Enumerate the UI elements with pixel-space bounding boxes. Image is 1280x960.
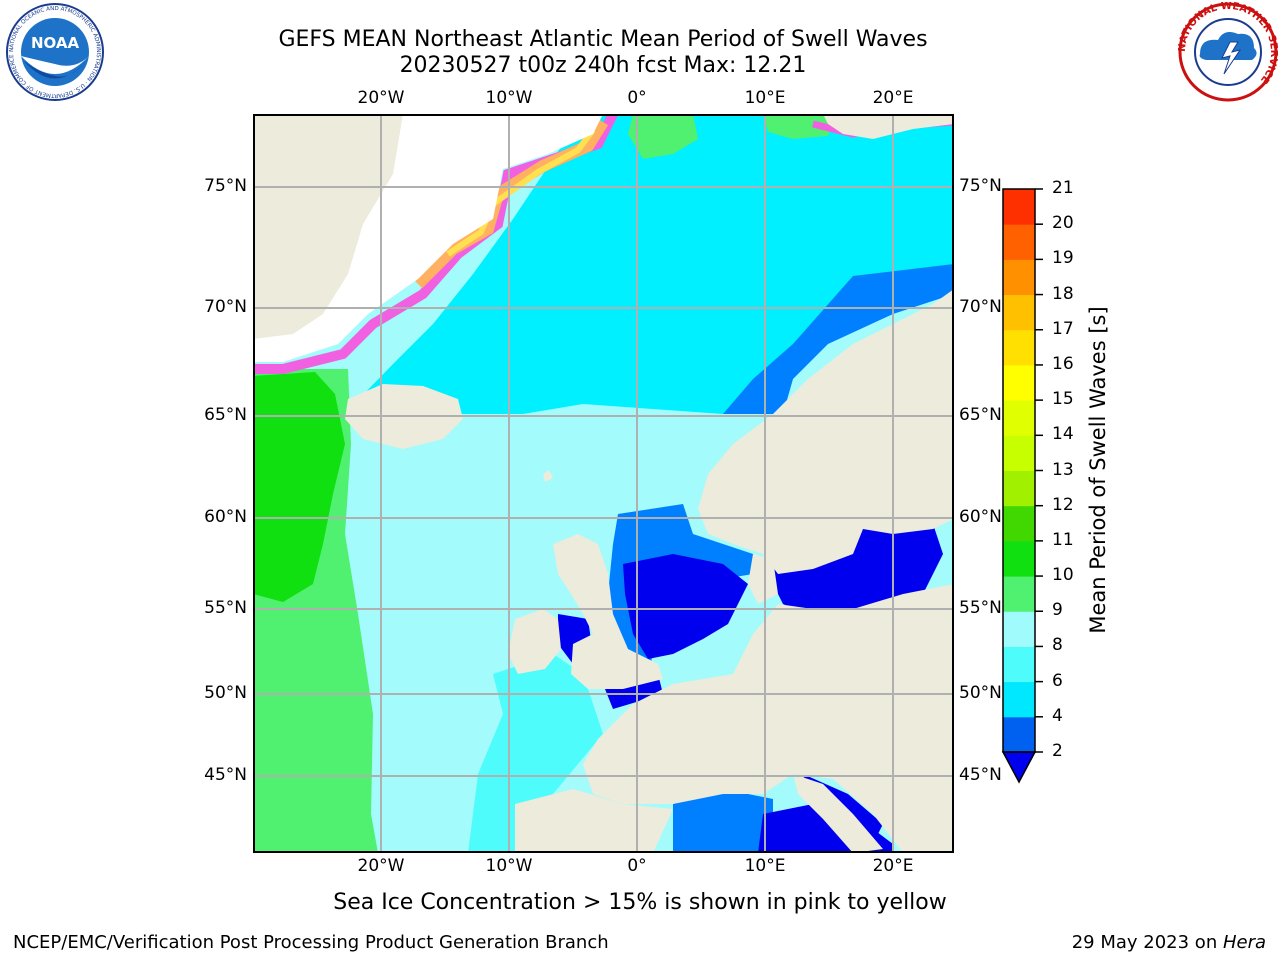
colorbar-tick-label: 9 — [1052, 600, 1063, 621]
colorbar-tick-label: 13 — [1052, 459, 1074, 480]
colorbar-swatch — [1003, 400, 1035, 436]
lon-label-top-0: 0° — [627, 88, 647, 108]
colorbar-swatch — [1003, 329, 1035, 366]
colorbar-tick-label: 14 — [1052, 424, 1074, 445]
footer-date-text: 29 May 2023 on — [1071, 932, 1223, 953]
ocean-green-patch-ne — [763, 114, 838, 139]
land-scotland-england — [553, 534, 663, 689]
colorbar-border — [1002, 188, 1036, 753]
colorbar-tick-label: 10 — [1052, 565, 1074, 586]
footer-date: 29 May 2023 on Hera — [1072, 932, 1266, 953]
ocean-lightcyan-south — [468, 654, 603, 853]
lon-label-bottom-10w: 10°W — [485, 856, 533, 876]
colorbar-tick-label: 18 — [1052, 283, 1074, 304]
land-greenland — [253, 114, 403, 339]
land-italy — [793, 774, 883, 853]
lat-label-left-60n: 60°N — [204, 507, 247, 527]
land-continental-europe — [583, 584, 954, 853]
lat-label-right-65n: 65°N — [959, 405, 1002, 425]
colorbar-tick-label: 11 — [1052, 529, 1074, 550]
lon-label-bottom-0: 0° — [627, 856, 647, 876]
colorbar-tick-label: 2 — [1052, 741, 1063, 761]
ocean-blue-mediterranean — [673, 789, 773, 853]
lon-label-top-20e: 20°E — [872, 88, 914, 108]
footer-host: Hera — [1222, 932, 1266, 953]
lat-label-right-70n: 70°N — [959, 297, 1002, 317]
lat-label-left-65n: 65°N — [204, 405, 247, 425]
lat-label-right-55n: 55°N — [959, 598, 1002, 618]
colorbar-tick-label: 16 — [1052, 353, 1074, 374]
lat-label-right-50n: 50°N — [959, 683, 1002, 703]
noaa-logo: NOAA NATIONAL OCEANIC AND ATMOSPHERIC AD… — [6, 3, 104, 101]
colorbar-swatch — [1003, 505, 1035, 542]
ocean-deepblue-northsea — [623, 554, 748, 659]
land-iberia — [515, 789, 673, 853]
lat-label-left-55n: 55°N — [204, 598, 247, 618]
colorbar-tick-label: 19 — [1052, 248, 1074, 269]
colorbar-tick-label: 4 — [1052, 705, 1063, 726]
lat-label-right-60n: 60°N — [959, 507, 1002, 527]
land-scandinavia — [698, 289, 954, 574]
lon-label-bottom-20e: 20°E — [872, 856, 914, 876]
colorbar-swatch — [1003, 364, 1035, 401]
lat-label-right-45n: 45°N — [959, 765, 1002, 785]
land-ireland — [508, 609, 561, 674]
lon-label-bottom-20w: 20°W — [357, 856, 405, 876]
lat-label-left-50n: 50°N — [204, 683, 247, 703]
lon-label-top-10e: 10°E — [744, 88, 786, 108]
colorbar-tick-label: 6 — [1052, 670, 1063, 691]
colorbar-tick-label: 8 — [1052, 635, 1063, 656]
colorbar-swatch — [1003, 646, 1035, 683]
colorbar-title: Mean Period of Swell Waves [s] — [1086, 306, 1110, 634]
colorbar-swatch — [1003, 716, 1035, 753]
colorbar-tick-label: 20 — [1052, 213, 1074, 234]
ocean-green-patch-north — [628, 114, 698, 159]
colorbar-swatch — [1003, 470, 1035, 507]
lat-label-left-75n: 75°N — [204, 176, 247, 196]
colorbar-tick-label: 21 — [1052, 178, 1074, 198]
noaa-logo-text: NOAA — [31, 34, 80, 52]
land-finland — [918, 414, 954, 519]
lat-label-left-45n: 45°N — [204, 765, 247, 785]
colorbar-swatch — [1003, 681, 1035, 718]
land-denmark — [748, 554, 778, 604]
colorbar-swatch — [1003, 540, 1035, 577]
colorbar-extend-arrow — [1001, 751, 1037, 784]
footer-branch: NCEP/EMC/Verification Post Processing Pr… — [13, 932, 609, 953]
lon-label-top-10w: 10°W — [485, 88, 533, 108]
colorbar-tick-label: 17 — [1052, 318, 1074, 339]
sea-ice-note: Sea Ice Concentration > 15% is shown in … — [333, 890, 947, 915]
lat-label-right-75n: 75°N — [959, 176, 1002, 196]
colorbar-swatch — [1003, 259, 1035, 296]
colorbar-tick-label: 15 — [1052, 389, 1074, 410]
colorbar-swatch — [1003, 224, 1035, 260]
colorbar-swatch — [1003, 435, 1035, 471]
colorbar — [1001, 188, 1043, 784]
lat-label-left-70n: 70°N — [204, 297, 247, 317]
chart-subtitle: 20230527 t00z 240h fcst Max: 12.21 — [399, 53, 807, 78]
land-faroe — [543, 470, 553, 482]
lon-label-top-20w: 20°W — [357, 88, 405, 108]
colorbar-swatch — [1003, 576, 1035, 612]
ocean-blue-norway — [723, 264, 954, 414]
chart-title: GEFS MEAN Northeast Atlantic Mean Period… — [278, 27, 928, 52]
colorbar-tick-label: 12 — [1052, 494, 1074, 515]
colorbar-swatch — [1003, 611, 1035, 647]
colorbar-swatch — [1003, 294, 1035, 331]
map-graticule — [253, 114, 954, 853]
ocean-green-bright — [253, 372, 345, 602]
map-frame — [253, 114, 954, 853]
nws-logo: NATIONAL WEATHER SERVICE — [1178, 2, 1278, 102]
map-border — [253, 114, 954, 853]
colorbar-swatch — [1003, 189, 1035, 225]
lon-label-bottom-10e: 10°E — [744, 856, 786, 876]
land-svalbard — [823, 114, 954, 139]
